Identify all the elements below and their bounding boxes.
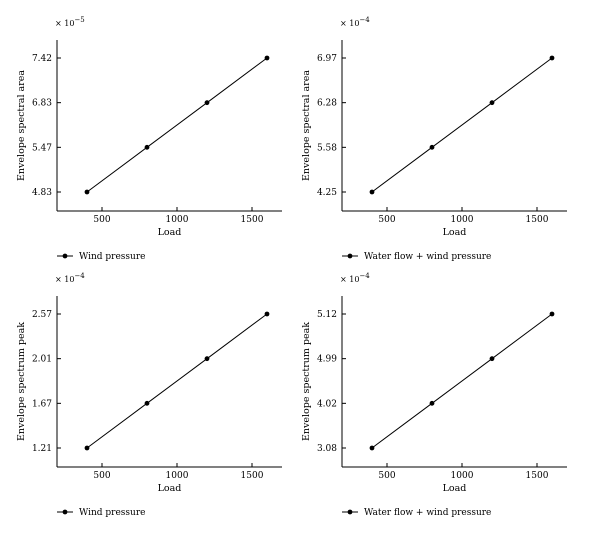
chart-panel-bottom-left: × 10−4 1.21 1.67 2.01 2.57 500 1000 1500 Load Env… bbox=[16, 272, 282, 518]
chart-panel-top-right: × 10−4 4.25 5.58 6.28 6.97 500 1000 1500 Load Env… bbox=[301, 16, 567, 262]
x-tick-label: 1500 bbox=[526, 215, 549, 225]
y-tick-label: 3.08 bbox=[317, 444, 337, 454]
series-line bbox=[86, 313, 268, 449]
data-point bbox=[549, 311, 555, 317]
data-point bbox=[369, 189, 375, 195]
data-point bbox=[429, 144, 435, 150]
chart-panel-top-left: × 10−5 4.83 5.47 6.83 7.42 500 1000 1500 Load Env… bbox=[16, 16, 282, 262]
y-tick-label: 5.12 bbox=[317, 310, 337, 320]
x-tick-label: 500 bbox=[378, 215, 395, 225]
x-axis-label: Load bbox=[158, 483, 182, 494]
axis-multiplier-label: × 10−4 bbox=[340, 16, 370, 28]
data-point bbox=[549, 55, 555, 61]
legend-label: Wind pressure bbox=[79, 252, 145, 262]
x-tick-label: 1000 bbox=[451, 215, 474, 225]
data-point bbox=[204, 100, 210, 106]
x-tick-label: 1000 bbox=[451, 471, 474, 481]
y-tick-label: 1.67 bbox=[32, 399, 52, 409]
multiplier-exponent: −4 bbox=[359, 16, 370, 24]
x-tick-label: 1000 bbox=[166, 471, 189, 481]
x-tick-label: 1000 bbox=[166, 215, 189, 225]
x-tick-label: 1500 bbox=[241, 215, 264, 225]
multiplier-base: × 10 bbox=[55, 275, 74, 284]
x-axis-label: Load bbox=[443, 227, 467, 238]
data-point bbox=[489, 100, 495, 106]
legend-marker-sample bbox=[347, 509, 353, 515]
y-tick-label: 6.28 bbox=[317, 99, 337, 109]
y-tick-label: 2.57 bbox=[32, 310, 52, 320]
data-point bbox=[84, 189, 90, 195]
x-tick-label: 500 bbox=[93, 471, 110, 481]
data-point bbox=[429, 400, 435, 406]
data-point bbox=[204, 356, 210, 362]
legend-marker-sample bbox=[347, 253, 353, 259]
x-axis-label: Load bbox=[443, 483, 467, 494]
multiplier-exponent: −5 bbox=[74, 16, 84, 24]
data-point bbox=[84, 445, 90, 451]
y-tick-label: 6.97 bbox=[317, 54, 337, 64]
legend: Water flow + wind pressure bbox=[342, 508, 491, 518]
legend: Water flow + wind pressure bbox=[342, 252, 491, 262]
data-point bbox=[264, 55, 270, 61]
series-line bbox=[86, 57, 268, 193]
y-tick-label: 6.83 bbox=[32, 99, 52, 109]
y-axis-label: Envelope spectrum peak bbox=[301, 322, 312, 441]
y-tick-label: 7.42 bbox=[32, 54, 52, 64]
y-tick-label: 4.02 bbox=[317, 399, 337, 409]
multiplier-base: × 10 bbox=[340, 275, 359, 284]
legend: Wind pressure bbox=[57, 508, 145, 518]
y-tick-label: 2.01 bbox=[32, 355, 52, 365]
data-point bbox=[144, 144, 150, 150]
x-tick-label: 500 bbox=[93, 215, 110, 225]
data-point bbox=[144, 400, 150, 406]
y-tick-label: 5.58 bbox=[317, 143, 337, 153]
legend-marker-sample bbox=[62, 253, 68, 259]
y-tick-label: 4.83 bbox=[32, 188, 52, 198]
legend-label: Wind pressure bbox=[79, 508, 145, 518]
multiplier-base: × 10 bbox=[55, 19, 74, 28]
x-tick-label: 1500 bbox=[241, 471, 264, 481]
y-tick-label: 4.99 bbox=[317, 355, 337, 365]
multiplier-base: × 10 bbox=[340, 19, 359, 28]
legend-label: Water flow + wind pressure bbox=[364, 252, 491, 262]
data-point bbox=[489, 356, 495, 362]
series-line bbox=[371, 57, 553, 193]
series-line bbox=[371, 313, 553, 449]
legend-label: Water flow + wind pressure bbox=[364, 508, 491, 518]
data-point bbox=[369, 445, 375, 451]
x-tick-label: 1500 bbox=[526, 471, 549, 481]
y-axis-label: Envelope spectral area bbox=[301, 70, 312, 181]
x-axis-label: Load bbox=[158, 227, 182, 238]
multiplier-exponent: −4 bbox=[359, 272, 370, 280]
y-axis-label: Envelope spectrum peak bbox=[16, 322, 27, 441]
legend: Wind pressure bbox=[57, 252, 145, 262]
axis-multiplier-label: × 10−4 bbox=[340, 272, 370, 284]
data-point bbox=[264, 311, 270, 317]
y-axis-label: Envelope spectral area bbox=[16, 70, 27, 181]
chart-panel-bottom-right: × 10−4 3.08 4.02 4.99 5.12 500 1000 1500 Load Env… bbox=[301, 272, 567, 518]
legend-marker-sample bbox=[62, 509, 68, 515]
multiplier-exponent: −4 bbox=[74, 272, 85, 280]
axis-multiplier-label: × 10−5 bbox=[55, 16, 85, 28]
y-tick-label: 4.25 bbox=[317, 188, 337, 198]
y-tick-label: 1.21 bbox=[32, 444, 52, 454]
x-tick-label: 500 bbox=[378, 471, 395, 481]
y-tick-label: 5.47 bbox=[32, 143, 52, 153]
axis-multiplier-label: × 10−4 bbox=[55, 272, 85, 284]
